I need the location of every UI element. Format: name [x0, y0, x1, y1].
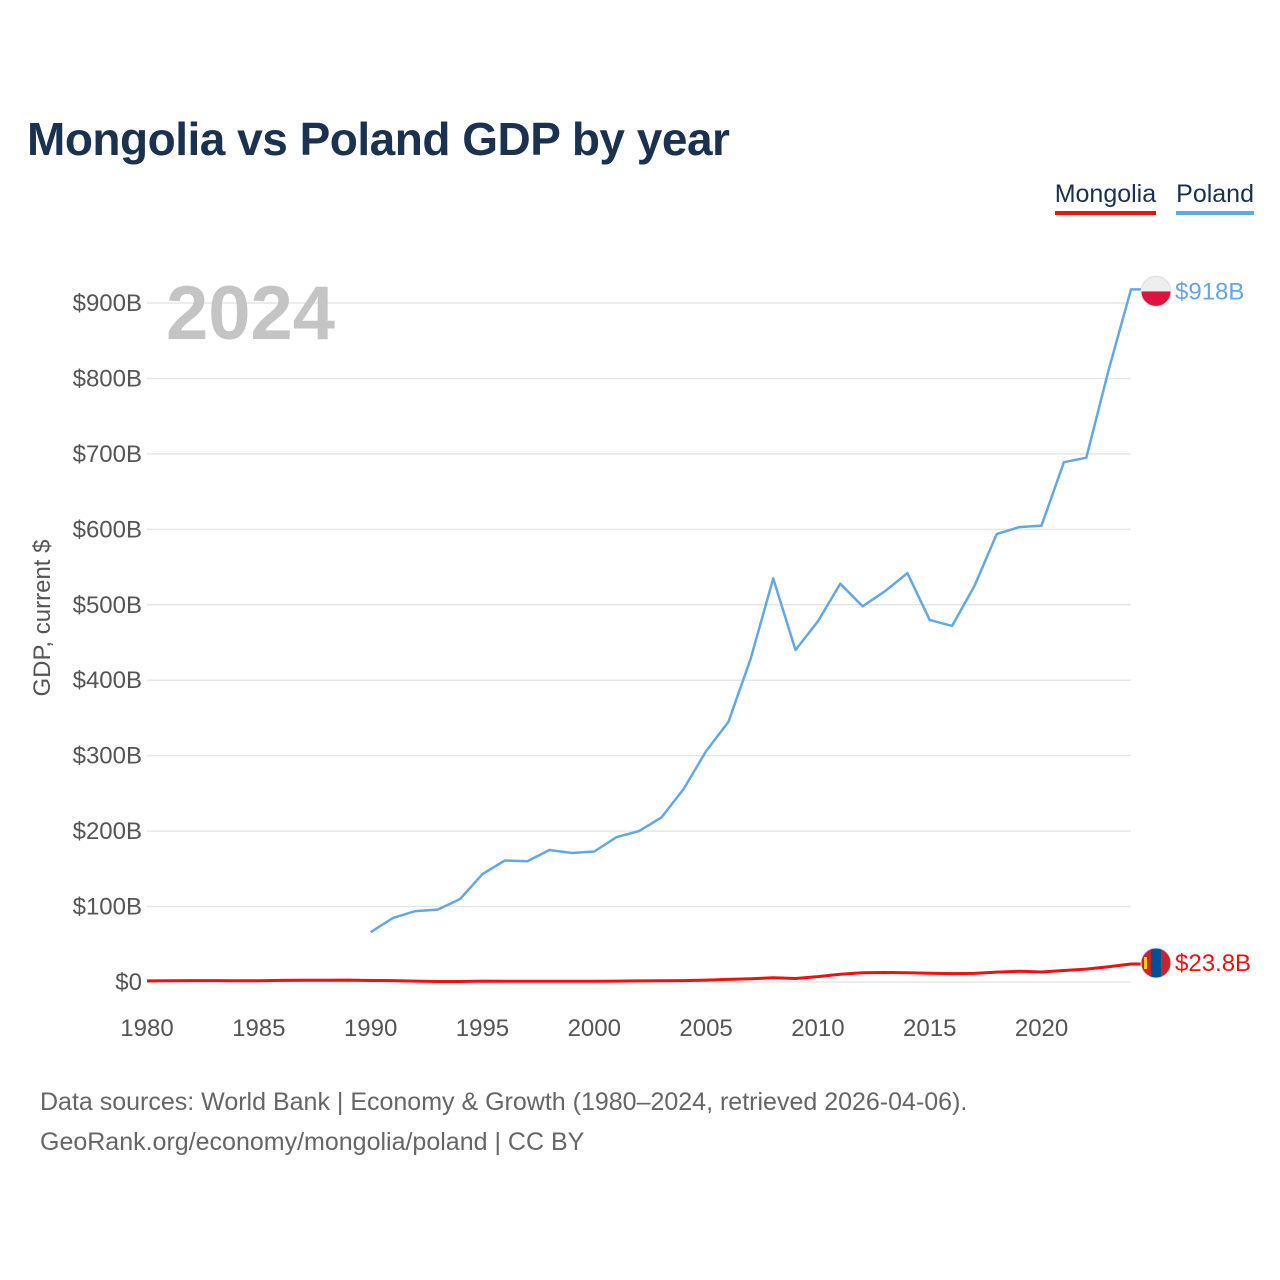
x-tick-label: 2010	[791, 1015, 844, 1042]
x-tick-label: 2005	[679, 1015, 732, 1042]
y-tick-label: $500B	[73, 592, 142, 619]
y-tick-label: $300B	[73, 743, 142, 770]
x-tick-label: 1980	[120, 1015, 173, 1042]
legend-poland[interactable]: Poland	[1176, 180, 1254, 215]
y-tick-label: $900B	[73, 290, 142, 317]
y-tick-label: $800B	[73, 365, 142, 392]
x-tick-label: 2000	[568, 1015, 621, 1042]
x-tick-label: 2020	[1015, 1015, 1068, 1042]
legend: Mongolia Poland	[1054, 180, 1254, 215]
chart-title: Mongolia vs Poland GDP by year	[27, 113, 730, 165]
x-tick-label: 1995	[456, 1015, 509, 1042]
end-markers: $918B $23.8B	[1140, 275, 1251, 979]
end-label-mongolia: $23.8B	[1175, 950, 1251, 977]
poland-flag-icon	[1140, 275, 1172, 307]
x-tick-label: 2015	[903, 1015, 956, 1042]
x-tick-label: 1985	[232, 1015, 285, 1042]
footer-attribution: GeoRank.org/economy/mongolia/poland | CC…	[40, 1128, 585, 1156]
mongolia-flag-icon	[1140, 947, 1172, 979]
x-tick-label: 1990	[344, 1015, 397, 1042]
current-year-label: 2024	[166, 271, 335, 356]
axes: $0 $100B $200B $300B $400B $500B $600B $700B $80…	[73, 290, 1069, 1042]
y-tick-label: $600B	[73, 516, 142, 543]
footer: Data sources: World Bank | Economy & Gro…	[40, 1082, 967, 1162]
y-tick-label: $0	[115, 969, 142, 996]
y-tick-label: $700B	[73, 441, 142, 468]
grid	[147, 302, 1131, 983]
y-tick-label: $400B	[73, 667, 142, 694]
footer-sources: Data sources: World Bank | Economy & Gro…	[40, 1088, 968, 1116]
series-line-poland[interactable]	[369, 288, 1145, 934]
y-axis-title: GDP, current $	[29, 540, 56, 697]
y-tick-label: $200B	[73, 818, 142, 845]
legend-mongolia[interactable]: Mongolia	[1054, 180, 1157, 215]
y-tick-label: $100B	[73, 894, 142, 921]
series	[146, 288, 1145, 983]
end-label-poland: $918B	[1175, 278, 1244, 305]
series-line-mongolia[interactable]	[146, 962, 1145, 983]
